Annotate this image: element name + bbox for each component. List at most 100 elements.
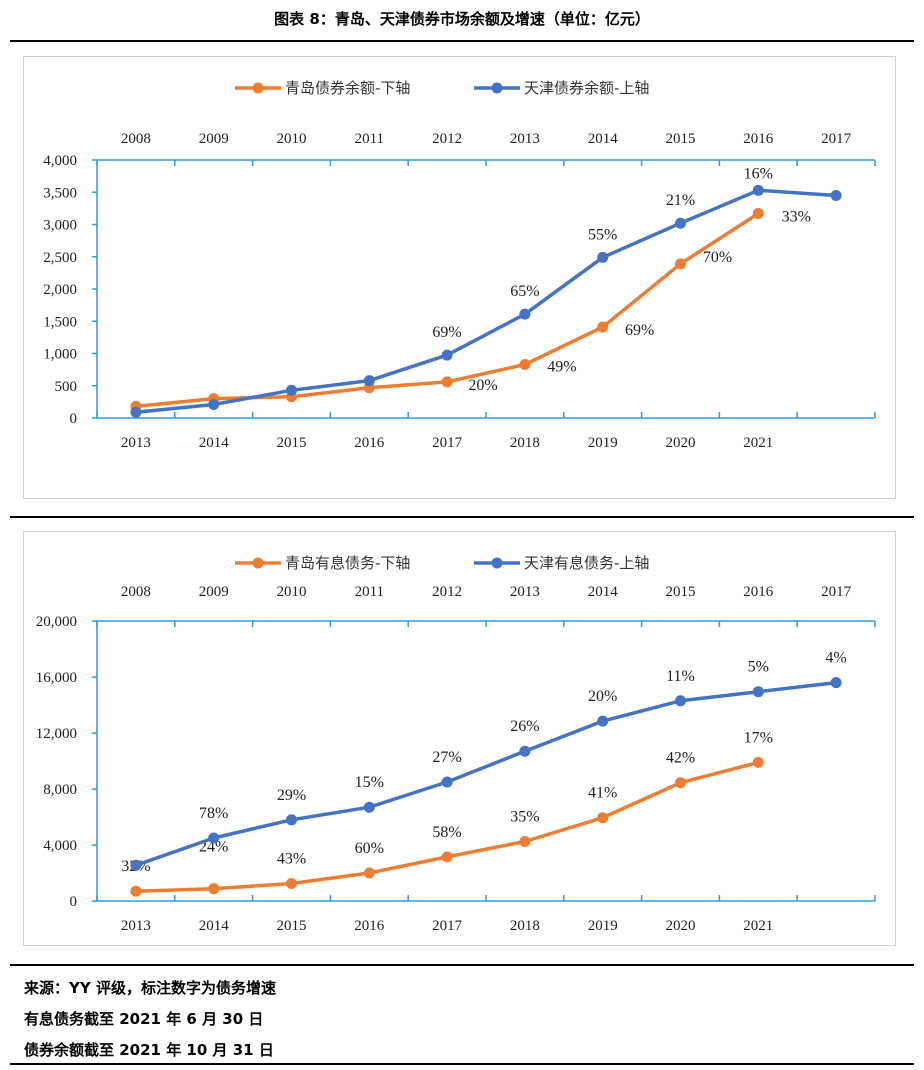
bottom-rule	[10, 1063, 914, 1065]
tianjin-series-point	[519, 308, 531, 320]
tianjin-series: 78% 29% 15% 27% 26% 20% 11% 5% 4%	[130, 650, 847, 871]
tianjin-series-point	[286, 384, 297, 396]
qingdao-series-growth-label: 43%	[277, 851, 306, 868]
top-axis-label: 2009	[199, 131, 229, 147]
tianjin-series-point	[675, 217, 686, 229]
middle-rule	[10, 516, 914, 518]
top-axis-label: 2012	[432, 131, 462, 147]
bottom-axis-label: 2019	[588, 435, 618, 451]
top-rule	[10, 40, 914, 42]
tianjin-series-growth-label: 4%	[825, 650, 846, 667]
qingdao-series-point	[286, 878, 297, 889]
source-note: 来源：YY 评级，标注数字为债务增速	[24, 979, 276, 997]
top-axis-label: 2017	[821, 584, 852, 600]
bottom-axis-label: 2017	[432, 435, 463, 451]
qingdao-series-growth-label: 42%	[666, 750, 695, 767]
top-axis-label: 2008	[121, 584, 151, 600]
legend-label: 青岛债券余额-下轴	[285, 79, 410, 97]
tianjin-series-growth-label: 11%	[666, 668, 695, 685]
legend-swatch-marker	[491, 557, 503, 569]
tianjin-series-point	[675, 695, 686, 707]
top-axis-label: 2011	[355, 131, 384, 147]
footer-top-rule	[10, 964, 914, 966]
tianjin-series-point	[130, 406, 142, 418]
tianjin-series-point	[597, 715, 609, 727]
qingdao-series-point	[752, 756, 764, 768]
top-axis-label: 2008	[121, 131, 151, 147]
qingdao-series-point	[519, 358, 531, 370]
y-axis-label: 8,000	[43, 782, 77, 798]
legend-label: 天津有息债务-上轴	[524, 554, 649, 572]
tianjin-series-point	[363, 801, 375, 813]
y-axis-label: 16,000	[36, 670, 77, 686]
qingdao-series-point	[752, 208, 764, 220]
qingdao-series-growth-label: 60%	[355, 840, 384, 857]
qingdao-series-point	[597, 812, 609, 824]
y-axis-label: 2,500	[43, 250, 77, 266]
tianjin-series-growth-label: 16%	[744, 165, 773, 182]
tianjin-series-point	[830, 189, 842, 201]
qingdao-series-growth-label: 20%	[468, 377, 497, 394]
top-axis-label: 2015	[666, 131, 696, 147]
qingdao-series-growth-label: 35%	[510, 809, 539, 826]
tianjin-series-point	[519, 745, 531, 757]
bottom-axis-label: 2013	[121, 918, 151, 934]
bottom-axis-label: 2018	[510, 435, 540, 451]
tianjin-series-growth-label: 21%	[666, 192, 695, 209]
y-axis-label: 0	[70, 894, 78, 910]
interest-debt-chart: 青岛有息债务-下轴 天津有息债务-上轴 2008 2009 2010 2011 2012 20…	[36, 554, 876, 934]
qingdao-series-growth-label: 70%	[703, 249, 732, 266]
legend-item-2: 天津有息债务-上轴	[474, 554, 649, 572]
tianjin-series-point	[208, 832, 220, 844]
tianjin-series-point	[441, 776, 453, 788]
legend-item-2: 天津债券余额-上轴	[474, 79, 649, 97]
qingdao-series-point	[675, 777, 686, 789]
bottom-axis-label: 2020	[666, 918, 696, 934]
bottom-axis-label: 2015	[277, 918, 307, 934]
bottom-axis-label: 2018	[510, 918, 540, 934]
tianjin-series-point	[130, 859, 142, 871]
y-axis-label: 0	[70, 411, 78, 427]
qingdao-series-point	[363, 867, 375, 879]
tianjin-series-growth-label: 29%	[277, 787, 306, 804]
qingdao-series: 20% 49% 69% 70% 33%	[130, 208, 811, 412]
top-axis-label: 2014	[588, 584, 619, 600]
y-axis-label: 500	[55, 379, 78, 395]
figure-title: 图表 8：青岛、天津债券市场余额及增速（单位：亿元）	[274, 10, 650, 28]
top-axis-label: 2015	[666, 584, 696, 600]
y-axis-label: 4,000	[43, 153, 77, 169]
tianjin-series-point	[597, 251, 609, 263]
top-axis-label: 2014	[588, 131, 619, 147]
bottom-axis-label: 2021	[743, 918, 773, 934]
qingdao-series-point	[130, 885, 142, 897]
tianjin-series-point	[752, 184, 764, 196]
legend-swatch-marker	[491, 82, 503, 94]
bottom-axis-label: 2020	[666, 435, 696, 451]
y-axis-label: 1,000	[43, 347, 77, 363]
legend-item-1: 青岛债券余额-下轴	[235, 79, 410, 97]
top-axis-label: 2013	[510, 131, 540, 147]
tianjin-series-point	[830, 677, 842, 689]
tianjin-series-point	[752, 686, 764, 698]
tianjin-series-growth-label: 27%	[432, 749, 461, 766]
bottom-axis-label: 2017	[432, 918, 463, 934]
qingdao-series-growth-label: 49%	[547, 358, 576, 375]
qingdao-series-point	[441, 851, 453, 863]
top-axis-label: 2012	[432, 584, 462, 600]
qingdao-series-point	[208, 883, 220, 895]
y-axis-label: 12,000	[36, 726, 77, 742]
legend-swatch-marker	[252, 82, 264, 94]
tianjin-series-growth-label: 55%	[588, 226, 617, 243]
qingdao-series-point	[675, 258, 686, 270]
bottom-axis-label: 2016	[354, 918, 385, 934]
tianjin-series-line	[134, 680, 838, 868]
y-axis-label: 1,500	[43, 314, 77, 330]
tianjin-series: 69% 65% 55% 21% 16%	[130, 165, 842, 418]
bottom-axis-label: 2015	[277, 435, 307, 451]
tianjin-series-point	[441, 349, 453, 361]
tianjin-series-growth-label: 65%	[510, 283, 539, 300]
qingdao-series-point	[597, 321, 609, 333]
tianjin-series-line	[134, 188, 838, 414]
tianjin-series-point	[208, 398, 220, 410]
tianjin-series-growth-label: 15%	[355, 774, 384, 791]
